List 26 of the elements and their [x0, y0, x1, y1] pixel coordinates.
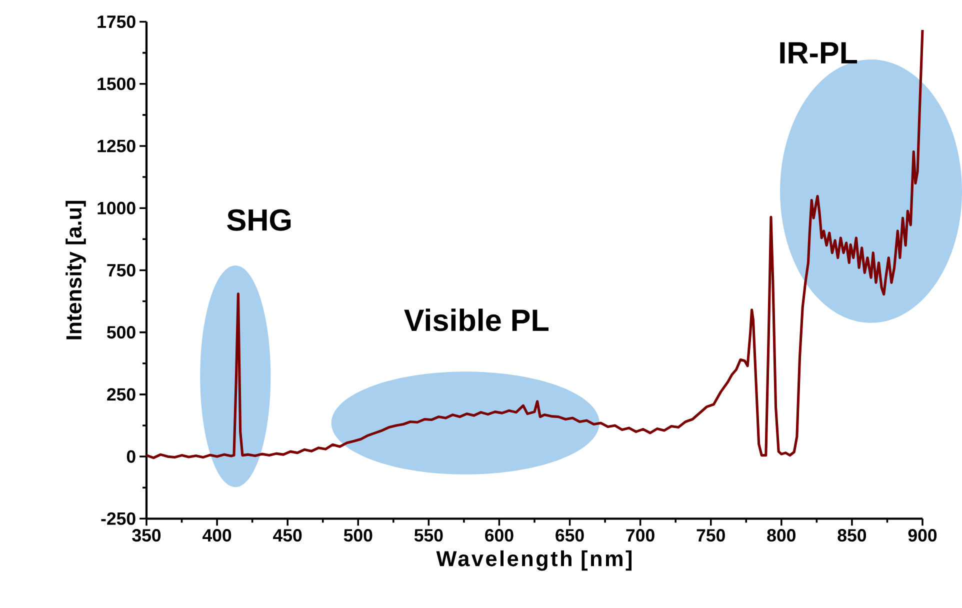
y-tick-label: 500 [107, 326, 136, 339]
x-tick-label: 750 [696, 529, 725, 542]
y-tick-label: 250 [107, 388, 136, 401]
x-tick-label: 400 [202, 529, 232, 542]
x-axis-title: Wavelength [nm] [436, 550, 632, 571]
x-tick-label: 600 [485, 529, 514, 542]
y-tick-label: 750 [107, 264, 136, 277]
x-tick-label: 850 [838, 529, 866, 542]
x-tick-label: 650 [556, 529, 584, 542]
x-tick-label: 700 [626, 529, 654, 542]
x-tick-label: 350 [132, 529, 161, 542]
x-tick-label: 550 [414, 529, 443, 542]
y-tick-label: -250 [101, 512, 136, 526]
y-tick-label: 0 [126, 450, 136, 463]
y-tick-label: 1500 [98, 78, 136, 90]
y-tick-label: 1750 [98, 16, 136, 28]
x-tick-label: 900 [908, 529, 937, 542]
x-tick-label: 500 [344, 529, 372, 542]
annotation: Visible PL [404, 308, 548, 332]
x-tick-label: 800 [767, 529, 796, 542]
annotation: SHG [227, 209, 291, 231]
y-tick-label: 1000 [98, 202, 136, 214]
x-tick-label: 450 [273, 529, 302, 542]
annotation: IR-PL [780, 42, 858, 64]
y-axis-title: Intensity [a.u] [66, 201, 86, 340]
y-tick-label: 1250 [98, 140, 136, 152]
